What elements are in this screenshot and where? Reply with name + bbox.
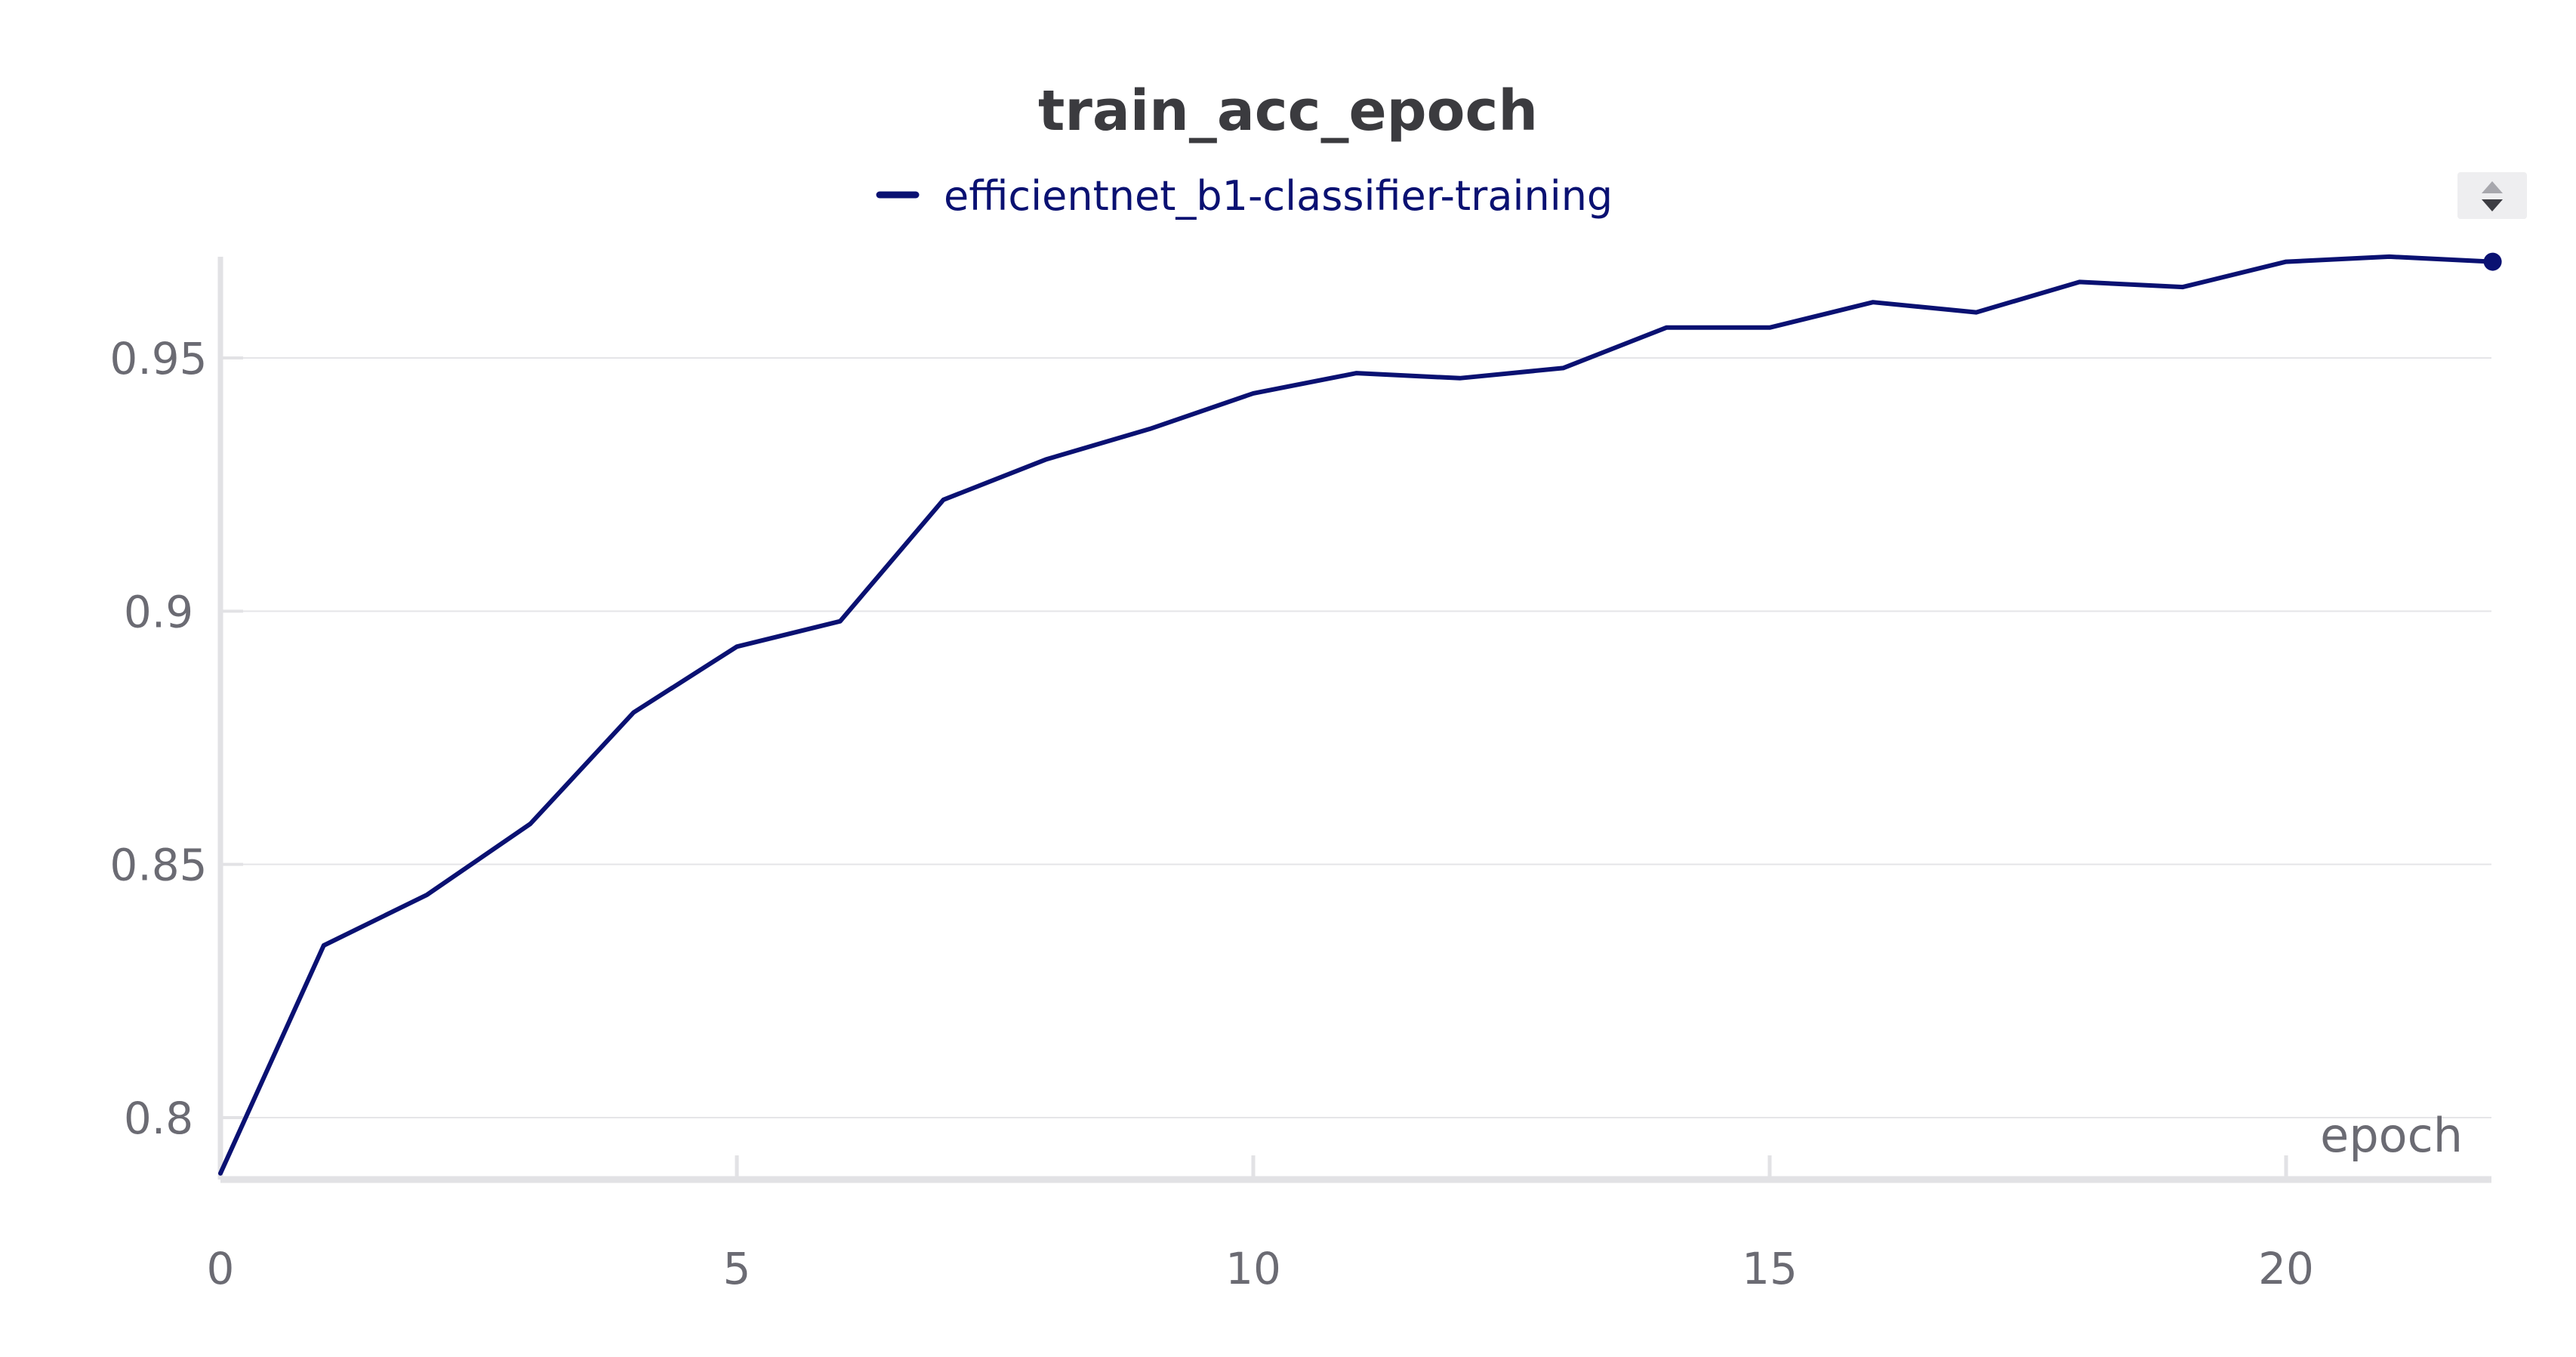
chart-title: train_acc_epoch bbox=[1038, 79, 1538, 143]
x-tick-label: 0 bbox=[207, 1243, 235, 1294]
data-point bbox=[1251, 391, 1256, 396]
x-tick-label: 5 bbox=[723, 1243, 751, 1294]
data-point bbox=[1767, 325, 1772, 330]
data-point bbox=[322, 943, 326, 948]
y-tick-label: 0.85 bbox=[109, 840, 207, 891]
legend: efficientnet_b1-classifier-training bbox=[876, 172, 1613, 220]
y-tick-label: 0.95 bbox=[109, 333, 207, 384]
axes bbox=[217, 257, 2491, 1183]
data-point bbox=[528, 822, 532, 826]
data-point bbox=[631, 710, 636, 714]
data-point bbox=[838, 619, 843, 624]
data-point bbox=[1871, 300, 1875, 304]
data-point bbox=[1974, 310, 1979, 315]
data-point bbox=[218, 1171, 223, 1176]
sort-control-background[interactable] bbox=[2457, 172, 2527, 219]
x-axis-label: epoch bbox=[2320, 1108, 2463, 1163]
data-point bbox=[2077, 279, 2081, 284]
x-tick-label: 10 bbox=[1225, 1243, 1281, 1294]
legend-series-label: efficientnet_b1-classifier-training bbox=[944, 172, 1613, 220]
legend-sort-control[interactable] bbox=[2457, 172, 2527, 219]
series-end-marker bbox=[2483, 252, 2502, 271]
data-point bbox=[2387, 254, 2392, 259]
data-point bbox=[1354, 371, 1359, 375]
data-point bbox=[1044, 457, 1049, 461]
series-line-efficientnet-b1 bbox=[218, 254, 2495, 1176]
x-tick-label: 15 bbox=[1742, 1243, 1798, 1294]
data-point bbox=[2180, 285, 2185, 289]
data-point bbox=[1148, 427, 1152, 431]
data-point bbox=[2284, 260, 2288, 264]
y-tick-label: 0.8 bbox=[124, 1093, 193, 1144]
x-tick-label: 20 bbox=[2258, 1243, 2314, 1294]
data-point bbox=[1664, 325, 1669, 330]
data-point bbox=[735, 644, 739, 649]
sort-updown-icon[interactable] bbox=[2482, 181, 2503, 211]
data-point bbox=[425, 893, 430, 897]
data-point bbox=[941, 498, 946, 502]
gridlines bbox=[220, 356, 2491, 1119]
tick-labels: 0 5 10 15 20 0.8 0.85 0.9 0.95 bbox=[109, 333, 2313, 1294]
data-point bbox=[1458, 376, 1462, 381]
data-point bbox=[1561, 365, 1565, 370]
y-tick-label: 0.9 bbox=[124, 586, 193, 637]
series-layer bbox=[218, 252, 2502, 1176]
